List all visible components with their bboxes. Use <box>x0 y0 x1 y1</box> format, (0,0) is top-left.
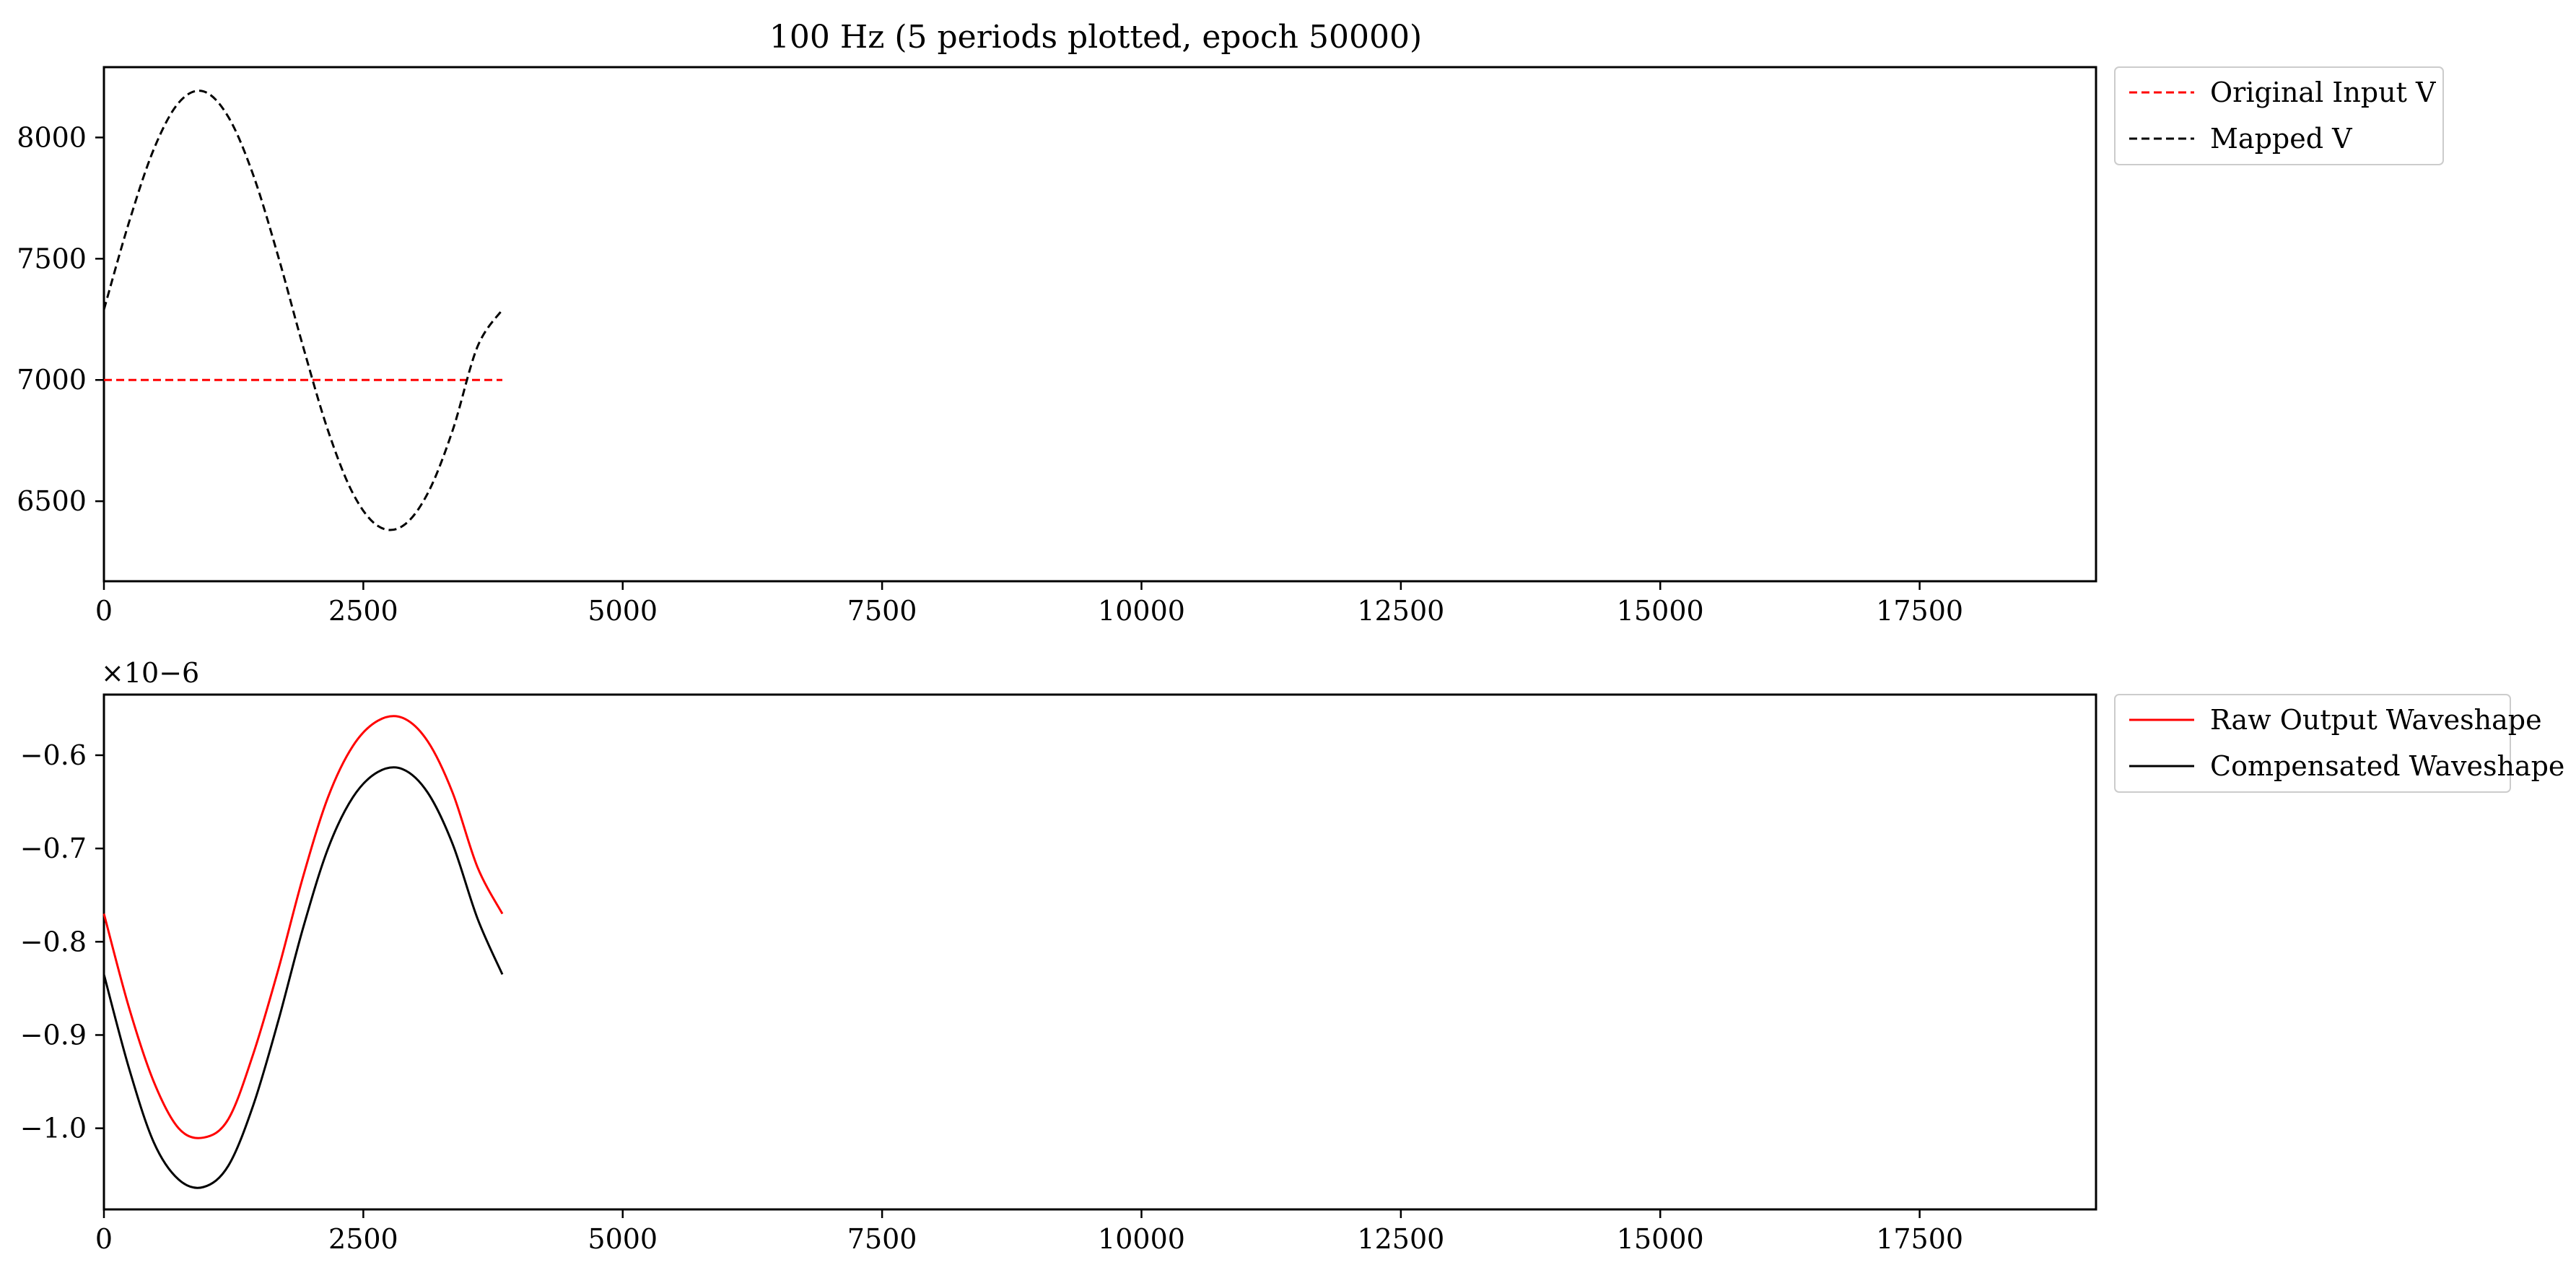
series-lines <box>102 90 504 531</box>
x-tick-label: 15000 <box>1617 1223 1704 1255</box>
y-tick-label: 8000 <box>17 121 87 153</box>
plot-area-frame <box>102 66 2097 583</box>
x-tick-label: 17500 <box>1876 1223 1963 1255</box>
y-tick-label: −1.0 <box>20 1113 87 1144</box>
x-tick-label: 12500 <box>1357 1223 1444 1255</box>
x-tick-label: 2500 <box>328 1223 398 1255</box>
x-tick-label: 0 <box>95 1223 113 1255</box>
x-tick-label: 12500 <box>1357 595 1444 627</box>
x-tick-label: 10000 <box>1098 595 1185 627</box>
plot-area-frame <box>102 693 2097 1211</box>
x-axis: 0 2500 5000 7500 10000 12500 15000 17500 <box>95 1209 1963 1255</box>
y-tick-label: −0.7 <box>20 833 87 864</box>
series-line-mapped-v <box>102 90 504 531</box>
x-tick-label: 0 <box>95 595 113 627</box>
chart-title: 100 Hz (5 periods plotted, epoch 50000) <box>769 19 1422 56</box>
x-tick-label: 2500 <box>328 595 398 627</box>
y-axis: −1.0 −0.9 −0.8 −0.7 −0.6 <box>20 739 104 1144</box>
y-tick-label: 7000 <box>17 364 87 396</box>
x-tick-label: 10000 <box>1098 1223 1185 1255</box>
top-chart: 100 Hz (5 periods plotted, epoch 50000) … <box>17 19 2444 627</box>
y-tick-label: 7500 <box>17 243 87 274</box>
legend: Original Input V Mapped V <box>2114 66 2444 165</box>
legend-label-raw-output-waveshape: Raw Output Waveshape <box>2210 704 2542 736</box>
y-tick-label: −0.9 <box>20 1019 87 1051</box>
legend: Raw Output Waveshape Compensated Wavesha… <box>2114 694 2564 793</box>
x-axis: 0 2500 5000 7500 10000 12500 15000 17500 <box>95 581 1963 627</box>
y-tick-label: −0.6 <box>20 739 87 771</box>
y-tick-label: 6500 <box>17 485 87 517</box>
legend-label-compensated-waveshape: Compensated Waveshape <box>2210 750 2564 782</box>
legend-label-mapped-v: Mapped V <box>2210 123 2352 155</box>
bottom-chart: ×10−6 0 2500 5000 7500 10000 12500 15000 17500 … <box>20 657 2565 1255</box>
x-tick-label: 17500 <box>1876 595 1963 627</box>
y-axis: 6500 7000 7500 8000 <box>17 121 104 517</box>
legend-label-original-input-v: Original Input V <box>2210 77 2436 108</box>
x-tick-label: 15000 <box>1617 595 1704 627</box>
x-tick-label: 7500 <box>847 595 917 627</box>
y-scale-multiplier: ×10−6 <box>101 657 199 689</box>
series-line-raw-output-waveshape <box>102 715 504 1139</box>
x-tick-label: 5000 <box>588 1223 658 1255</box>
series-line-compensated-waveshape <box>102 766 504 1189</box>
series-lines <box>102 715 504 1189</box>
legend-box <box>2114 694 2511 793</box>
legend-box <box>2114 66 2444 165</box>
x-tick-label: 7500 <box>847 1223 917 1255</box>
x-tick-label: 5000 <box>588 595 658 627</box>
y-tick-label: −0.8 <box>20 926 87 957</box>
